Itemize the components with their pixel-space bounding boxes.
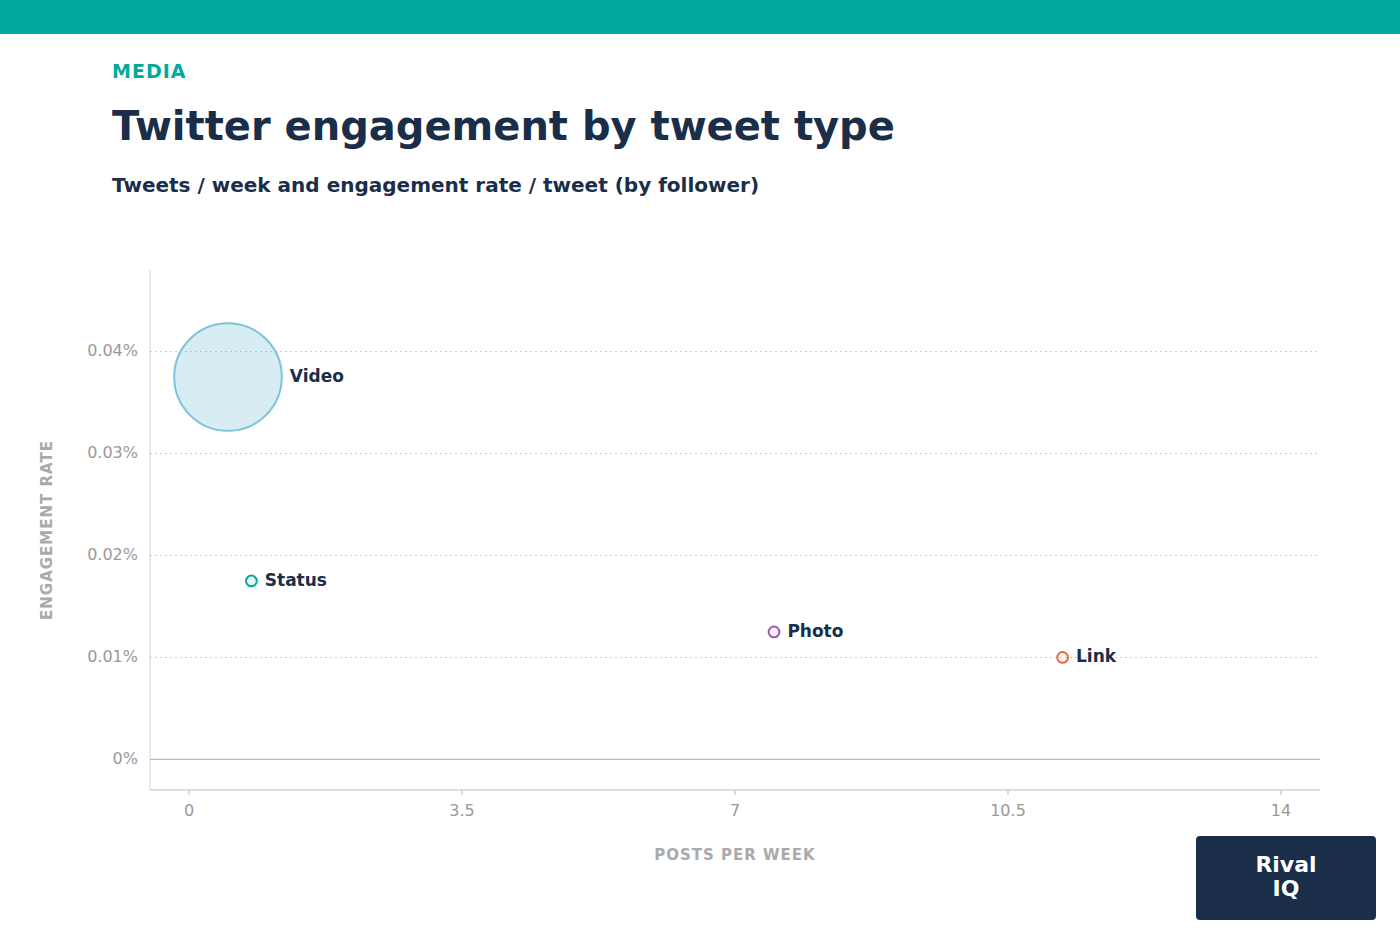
grid-line <box>150 453 1320 454</box>
subtitle: Tweets / week and engagement rate / twee… <box>112 173 759 197</box>
logo-text: RivalIQ <box>1255 852 1316 901</box>
logo-text-line: Rival <box>1255 852 1316 877</box>
kicker: MEDIA <box>112 60 186 82</box>
chart-root: MEDIA Twitter engagement by tweet type Twe… <box>0 0 1400 930</box>
bubble <box>769 627 780 638</box>
point-label: Status <box>265 570 327 590</box>
point-label: Video <box>290 366 344 386</box>
top-bar <box>0 0 1400 34</box>
x-tick-label: 0 <box>184 801 194 820</box>
grid-line <box>150 555 1320 556</box>
point-label: Link <box>1076 646 1117 666</box>
grid-line <box>150 657 1320 658</box>
bubble <box>1057 652 1068 663</box>
y-axis-line <box>150 270 151 790</box>
title: Twitter engagement by tweet type <box>112 103 895 149</box>
point-label: Photo <box>787 621 843 641</box>
bubble <box>246 576 257 587</box>
logo-box <box>1196 836 1376 920</box>
y-tick-label: 0.02% <box>87 545 138 564</box>
bubble <box>174 323 282 431</box>
grid-line <box>150 759 1320 760</box>
chart-svg: MEDIA Twitter engagement by tweet type Twe… <box>0 0 1400 930</box>
x-tick <box>1281 790 1282 795</box>
bubbles <box>174 323 1068 663</box>
x-tick-label: 7 <box>730 801 740 820</box>
x-tick <box>189 790 190 795</box>
x-tick <box>462 790 463 795</box>
y-tick-label: 0.04% <box>87 341 138 360</box>
y-tick-label: 0.03% <box>87 443 138 462</box>
x-tick <box>1008 790 1009 795</box>
y-axis-label: ENGAGEMENT RATE <box>38 440 56 620</box>
x-axis-label: POSTS PER WEEK <box>654 846 816 864</box>
y-tick-label: 0.01% <box>87 647 138 666</box>
y-tick-label: 0% <box>113 749 138 768</box>
x-tick <box>735 790 736 795</box>
x-tick-label: 14 <box>1271 801 1291 820</box>
grid-line <box>150 351 1320 352</box>
logo-text-line: IQ <box>1273 876 1300 901</box>
x-tick-label: 3.5 <box>449 801 474 820</box>
x-tick-label: 10.5 <box>990 801 1026 820</box>
